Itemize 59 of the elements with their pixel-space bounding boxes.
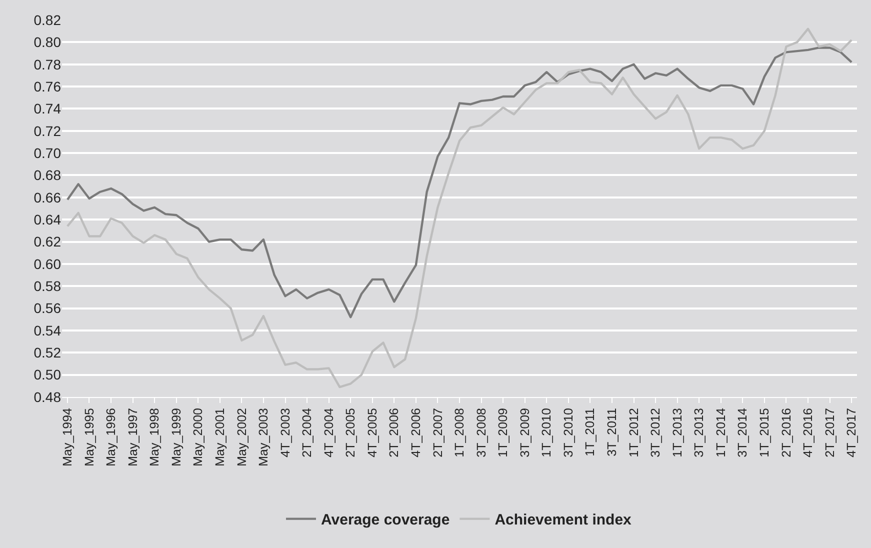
x-tick-label: 3T_2014 [736, 408, 750, 458]
y-tick-label: 0.80 [34, 34, 62, 50]
x-tick-label: May_1997 [126, 408, 140, 466]
y-tick-label: 0.72 [34, 122, 62, 139]
x-tick-label: May_1998 [148, 408, 162, 466]
y-tick-label: 0.78 [34, 56, 62, 72]
x-tick-label: 4T_2006 [409, 408, 424, 458]
legend-label: Achievement index [494, 512, 632, 529]
y-tick-label: 0.74 [34, 100, 62, 117]
line-series [66, 28, 853, 388]
x-tick-label: 2T_2004 [300, 408, 314, 458]
x-tick-label: 4T_2005 [365, 408, 380, 458]
x-tick-label: 3T_2008 [474, 408, 488, 458]
legend-label: Average coverage [321, 512, 450, 529]
x-tick-label: 1T_2015 [757, 408, 772, 458]
y-tick-label: 0.64 [34, 211, 62, 228]
x-tick-label: 2T_2016 [779, 408, 794, 458]
x-tick-label: 3T_2009 [518, 408, 532, 458]
x-tick-label: May_2003 [256, 408, 271, 466]
x-tick-label: 2T_2005 [344, 408, 358, 458]
y-tick-label: 0.60 [34, 256, 62, 272]
x-tick-label: 1T_2013 [670, 408, 684, 458]
x-tick-label: May_2001 [212, 408, 227, 466]
x-tick-label: 1T_2010 [540, 408, 554, 458]
x-tick-label: 1T_2011 [583, 408, 598, 456]
x-tick-label: May_1999 [169, 408, 184, 466]
x-tick-label: 1T_2014 [714, 408, 728, 458]
x-tick-label: May_2000 [191, 408, 206, 466]
y-tick-label: 0.76 [34, 78, 62, 94]
y-tick-label: 0.48 [34, 388, 62, 405]
x-tick-label: 3T_2013 [692, 408, 706, 458]
y-tick-label: 0.54 [34, 322, 62, 338]
y-tick-label: 0.82 [34, 12, 62, 28]
x-tick-label: 2T_2017 [822, 408, 837, 458]
x-tick-label: 2T_2007 [430, 408, 445, 458]
y-tick-label: 0.68 [34, 167, 62, 184]
x-tick-label: 4T_2004 [322, 408, 336, 458]
x-tick-label: 3T_2012 [648, 408, 663, 458]
x-tick-label: May_1995 [82, 408, 96, 466]
x-tick-label: 1T_2009 [496, 408, 510, 458]
x-tick-label: 4T_2017 [844, 408, 859, 458]
y-tick-label: 0.62 [34, 234, 62, 250]
x-tick-label: 2T_2006 [387, 408, 402, 458]
y-tick-label: 0.66 [34, 189, 62, 206]
y-tick-label: 0.50 [34, 366, 62, 383]
x-tick-label: May_1994 [60, 408, 75, 466]
x-tick-label: 1T_2008 [452, 408, 467, 458]
x-tick-label: May_1996 [104, 408, 118, 466]
x-tick-label: 4T_2003 [278, 408, 292, 458]
x-tick-label: 3T_2011 [605, 408, 620, 456]
x-tick-label: 3T_2010 [561, 408, 576, 458]
x-tick-label: 1T_2012 [626, 408, 641, 458]
y-tick-label: 0.58 [34, 278, 62, 294]
x-tick-label: 4T_2016 [801, 408, 816, 458]
x-tick-label: May_2002 [234, 408, 249, 466]
y-tick-label: 0.56 [34, 300, 62, 316]
y-tick-label: 0.52 [34, 344, 62, 361]
line-series [66, 46, 853, 318]
y-tick-label: 0.70 [34, 144, 62, 161]
